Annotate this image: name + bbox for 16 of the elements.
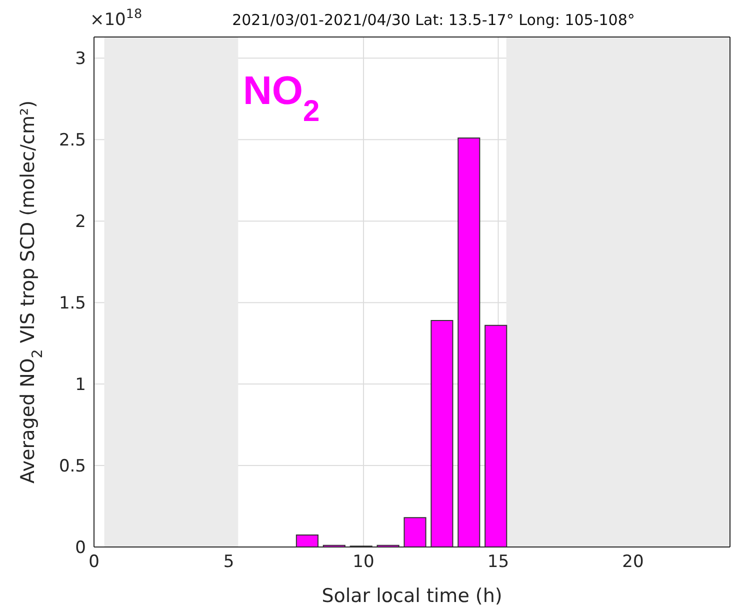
annotation: NO$_{2}$ bbox=[243, 69, 320, 128]
y-tick-label: 2.5 bbox=[58, 130, 86, 151]
x-tick-label: 20 bbox=[622, 552, 644, 572]
y-tick-label: 0.5 bbox=[58, 456, 86, 477]
y-tick-label: 1 bbox=[75, 375, 86, 396]
y-tick-label: 3 bbox=[75, 49, 86, 70]
x-tick-label: 10 bbox=[352, 552, 374, 572]
y-tick-label: 1.5 bbox=[58, 294, 86, 314]
y-tick-label: 2 bbox=[75, 212, 86, 232]
chart-title: 2021/03/01-2021/04/30 Lat: 13.5-17° Long: 105-108° bbox=[232, 11, 635, 29]
x-axis-title: Solar local time (h) bbox=[322, 585, 502, 606]
x-tick-label: 15 bbox=[487, 552, 510, 572]
text: ×10$^{18}$ bbox=[90, 6, 142, 30]
x-tick-label: 5 bbox=[223, 552, 234, 572]
y-tick-label: 0 bbox=[75, 538, 86, 558]
x-tick-label: 0 bbox=[88, 552, 100, 572]
